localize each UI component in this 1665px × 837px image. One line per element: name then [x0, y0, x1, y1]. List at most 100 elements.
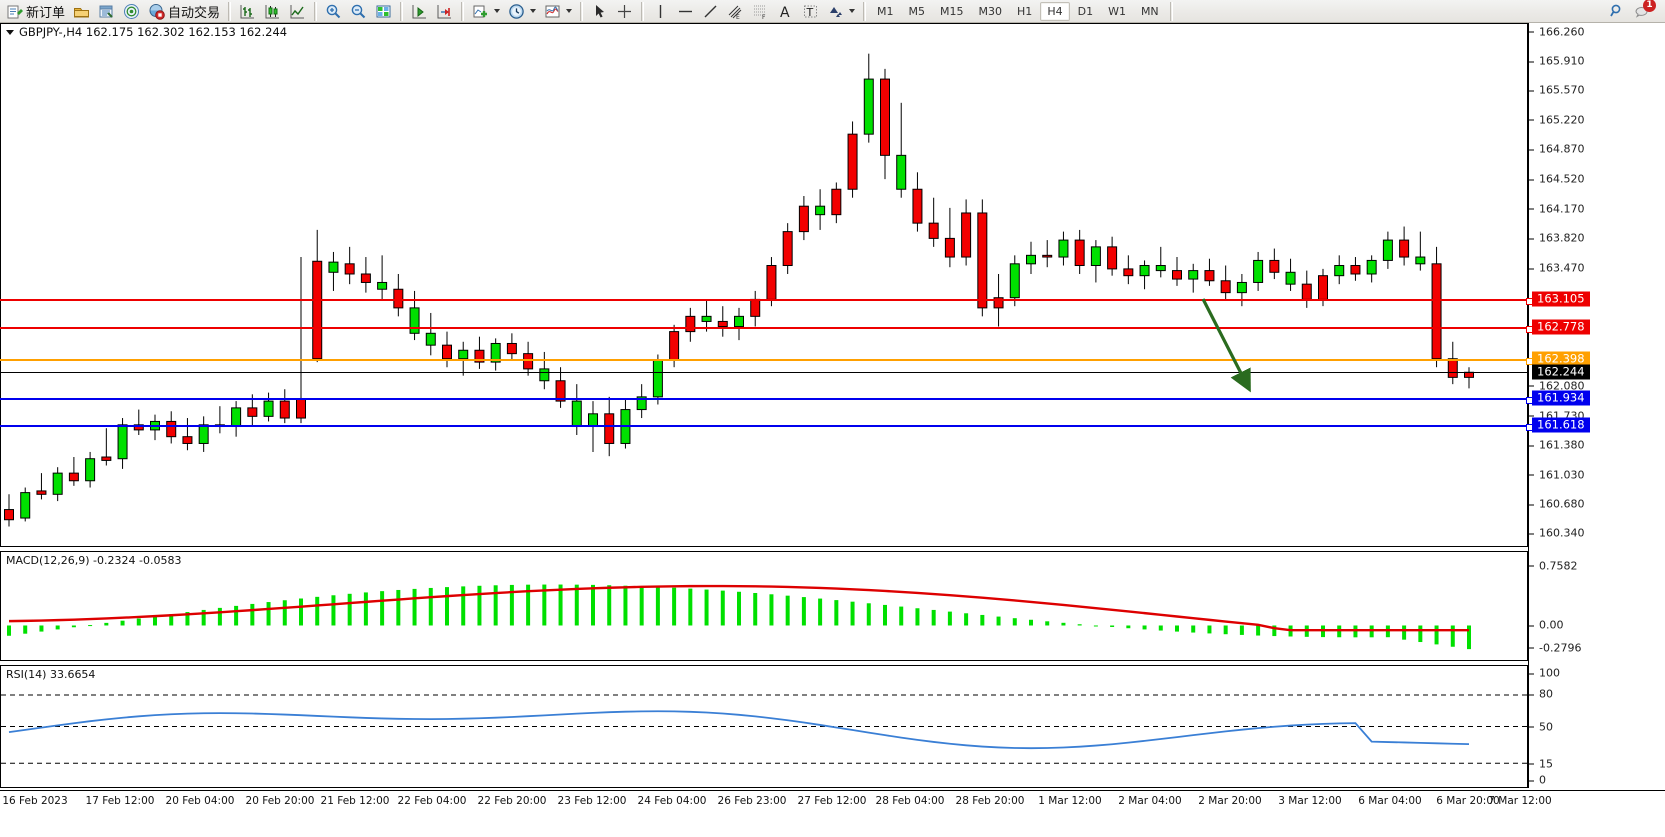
chart-container[interactable]: GBPJPY-,H4 162.175 162.302 162.153 162.2…: [0, 23, 1665, 837]
time-axis-label: 22 Feb 20:00: [477, 795, 547, 807]
toolbar-separator-4: [461, 1, 465, 21]
price-axis[interactable]: 166.260 165.910 165.570 165.220 164.870 164.5…: [1528, 23, 1665, 788]
time-axis-label: 26 Feb 23:00: [717, 795, 787, 807]
timeframe-d1[interactable]: D1: [1077, 4, 1094, 18]
time-axis-label: 2 Mar 04:00: [1118, 795, 1182, 807]
price-axis-tick: 163.820: [1529, 232, 1585, 245]
price-badge-pending[interactable]: 162.398: [1532, 351, 1590, 367]
bar-chart-button[interactable]: [235, 1, 260, 22]
price-badge-current-price[interactable]: 162.244: [1532, 364, 1590, 380]
indicator-add-icon: [472, 3, 489, 20]
timeframe-h1[interactable]: H1: [1017, 4, 1033, 18]
time-axis-label: 24 Feb 04:00: [637, 795, 707, 807]
auto-scroll-button[interactable]: [407, 1, 432, 22]
time-axis-label: 16 Feb 2023: [2, 795, 68, 807]
price-badge-support[interactable]: 161.618: [1532, 417, 1590, 433]
fibonacci-icon: F: [752, 3, 769, 20]
candlestick-svg: [4, 53, 1474, 527]
arrows-shapes-icon: [827, 3, 844, 20]
toolbar-separator-1: [228, 1, 232, 21]
autotrading-button[interactable]: 自动交易: [144, 1, 224, 22]
expert-advisors-button[interactable]: [69, 1, 94, 22]
rsi-svg: [1, 694, 1527, 764]
zoom-in-button[interactable]: [321, 1, 346, 22]
terminal-button[interactable]: [94, 1, 119, 22]
chart-symbol-header: GBPJPY-,H4 162.175 162.302 162.153 162.2…: [6, 25, 287, 39]
template-icon: [544, 3, 561, 20]
rsi-axis-tick: 0: [1529, 774, 1546, 787]
macd-label: MACD(12,26,9) -0.2324 -0.0583: [6, 554, 182, 567]
chevron-down-icon[interactable]: [849, 9, 856, 13]
templates-button[interactable]: [540, 1, 576, 22]
price-axis-tick: 161.380: [1529, 439, 1585, 452]
timeframe-m5[interactable]: M5: [908, 4, 926, 18]
price-axis-tick: 161.030: [1529, 468, 1585, 481]
market-watch-button[interactable]: [119, 1, 144, 22]
trendline-tool-button[interactable]: [698, 1, 723, 22]
timeframe-h4[interactable]: H4: [1040, 1, 1070, 21]
auto-scroll-icon: [411, 3, 428, 20]
macd-axis-tick: 0.00: [1529, 619, 1564, 632]
macd-svg: [7, 584, 1471, 650]
line-chart-icon: [289, 3, 306, 20]
chevron-down-icon[interactable]: [566, 9, 573, 13]
zoom-out-button[interactable]: [346, 1, 371, 22]
text-label-tool-button[interactable]: T: [798, 1, 823, 22]
horizontal-line-tool-button[interactable]: [673, 1, 698, 22]
add-indicator-button[interactable]: [468, 1, 504, 22]
time-axis-label: 7 Mar 12:00: [1488, 795, 1552, 807]
cursor-arrow-icon: [591, 3, 608, 20]
price-badge-resistance[interactable]: 163.105: [1532, 291, 1590, 307]
rsi-label: RSI(14) 33.6654: [6, 668, 96, 681]
time-axis-label: 20 Feb 20:00: [245, 795, 315, 807]
price-pane[interactable]: [0, 23, 1528, 547]
price-axis-tick: 162.080: [1529, 379, 1585, 392]
chevron-down-icon[interactable]: [494, 9, 501, 13]
search-button[interactable]: [1605, 1, 1630, 22]
shapes-tool-button[interactable]: [823, 1, 859, 22]
svg-text:A: A: [780, 5, 790, 20]
timeframe-m30[interactable]: M30: [978, 4, 1003, 18]
time-axis-label: 27 Feb 12:00: [797, 795, 867, 807]
line-chart-button[interactable]: [285, 1, 310, 22]
timeframe-w1[interactable]: W1: [1108, 4, 1126, 18]
timeframe-m1[interactable]: M1: [877, 4, 894, 18]
text-tool-button[interactable]: A: [773, 1, 798, 22]
price-badge-resistance[interactable]: 162.778: [1532, 319, 1590, 335]
channel-tool-button[interactable]: E: [723, 1, 748, 22]
time-axis-label: 6 Mar 20:00: [1436, 795, 1500, 807]
time-axis-label: 28 Feb 20:00: [955, 795, 1025, 807]
terminal-window-icon: [98, 3, 115, 20]
candlestick-icon: [264, 3, 281, 20]
period-button[interactable]: [504, 1, 540, 22]
timeframe-m15[interactable]: M15: [940, 4, 964, 18]
macd-pane[interactable]: MACD(12,26,9) -0.2324 -0.0583: [0, 551, 1528, 661]
main-toolbar: 新订单: [0, 0, 1665, 23]
chevron-down-icon[interactable]: [530, 9, 537, 13]
rsi-axis-tick: 100: [1529, 667, 1560, 680]
notifications-button[interactable]: 1: [1630, 0, 1657, 22]
price-axis-tick: 164.520: [1529, 173, 1585, 186]
time-axis-label: 1 Mar 12:00: [1038, 795, 1102, 807]
price-badge-support[interactable]: 161.934: [1532, 390, 1590, 406]
toolbar-separator-7: [863, 1, 867, 21]
candlestick-chart-button[interactable]: [260, 1, 285, 22]
macd-axis-tick: -0.2796: [1529, 641, 1581, 654]
chart-shift-button[interactable]: [432, 1, 457, 22]
new-order-button[interactable]: 新订单: [2, 1, 69, 22]
grid-layout-button[interactable]: [371, 1, 396, 22]
crosshair-icon: [616, 3, 633, 20]
price-axis-tick: 163.470: [1529, 262, 1585, 275]
price-axis-tick: 164.870: [1529, 143, 1585, 156]
vertical-line-tool-button[interactable]: [648, 1, 673, 22]
time-axis[interactable]: 16 Feb 2023 17 Feb 12:00 20 Feb 04:00 20 Fe…: [0, 790, 1665, 812]
cursor-tool-button[interactable]: [587, 1, 612, 22]
autotrading-label: 自动交易: [168, 5, 221, 21]
price-axis-tick: 160.680: [1529, 498, 1585, 511]
chart-menu-triangle-icon[interactable]: [6, 29, 14, 35]
timeframe-mn[interactable]: MN: [1140, 4, 1159, 18]
fibonacci-tool-button[interactable]: F: [748, 1, 773, 22]
crosshair-tool-button[interactable]: [612, 1, 637, 22]
time-axis-label: 21 Feb 12:00: [320, 795, 390, 807]
rsi-pane[interactable]: RSI(14) 33.6654: [0, 665, 1528, 788]
